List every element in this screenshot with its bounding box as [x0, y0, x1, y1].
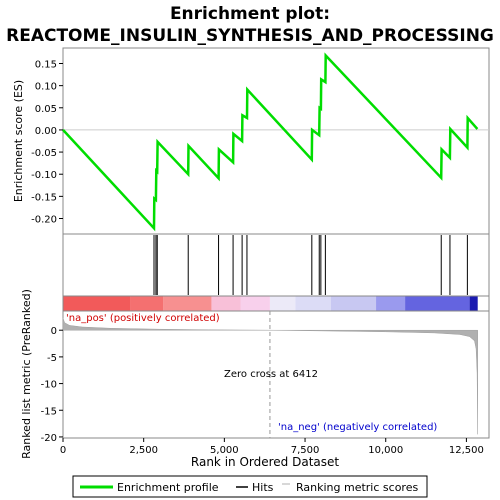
- xtick-label: 7,500: [291, 445, 320, 456]
- top-panel-frame: [62, 47, 490, 235]
- pos-label: 'na_pos' (positively correlated): [66, 313, 220, 324]
- legend-box: [72, 475, 428, 498]
- top-ytick-label: -0.20: [31, 215, 57, 226]
- plot-title-line2: REACTOME_INSULIN_SYNTHESIS_AND_PROCESSIN…: [6, 26, 494, 46]
- top-ylabel: Enrichment score (ES): [12, 80, 25, 202]
- color-bar-segment: [63, 296, 131, 311]
- color-bar-segment: [405, 296, 470, 311]
- top-ytick-label: 0.10: [35, 82, 57, 93]
- bottom-ytick-label: -20: [41, 433, 57, 444]
- xtick-label: 0: [60, 445, 66, 456]
- color-bar-segment: [130, 296, 164, 311]
- ranking-color-bar: [63, 296, 478, 311]
- color-bar-segment: [295, 296, 331, 311]
- top-ytick-label: -0.15: [31, 192, 57, 203]
- legend-label-ranking: Ranking metric scores: [296, 481, 418, 494]
- color-bar-segment: [240, 296, 270, 311]
- zero-cross-label: Zero cross at 6412: [224, 369, 318, 380]
- color-bar-segment: [376, 296, 406, 311]
- bottom-ytick-label: -15: [41, 406, 57, 417]
- hits-panel-frame: [62, 233, 490, 297]
- enrichment-score-panel: -0.20 -0.15 -0.10 -0.05 0.00 0.05 0.10 0.15 Enr…: [12, 47, 490, 235]
- plot-title-line1: Enrichment plot:: [170, 4, 330, 24]
- bottom-ytick-label: 0: [51, 326, 57, 337]
- top-ytick-label: 0.05: [35, 104, 57, 115]
- legend-label-enrichment: Enrichment profile: [117, 481, 219, 494]
- bottom-ytick-label: -5: [47, 353, 57, 364]
- ranking-metric-area: [62, 317, 478, 435]
- top-ytick-label: 0.00: [35, 126, 57, 137]
- x-axis-label: Rank in Ordered Dataset: [191, 455, 339, 469]
- xtick-label: 2,500: [129, 445, 158, 456]
- neg-label: 'na_neg' (negatively correlated): [278, 422, 437, 433]
- xtick-label: 5,000: [210, 445, 239, 456]
- color-bar-segment: [211, 296, 241, 311]
- color-bar-segment: [469, 296, 478, 311]
- color-bar-segment: [330, 296, 377, 311]
- legend: Enrichment profile Hits Ranking metric s…: [72, 475, 428, 498]
- bottom-ylabel: Ranked list metric (PreRanked): [20, 289, 33, 459]
- top-ytick-label: -0.10: [31, 170, 57, 181]
- enrichment-profile-line: [62, 52, 479, 232]
- hits-panel: [62, 233, 490, 297]
- bottom-ytick-label: -10: [41, 380, 57, 391]
- legend-label-hits: Hits: [252, 481, 274, 494]
- xtick-label: 12,500: [449, 445, 484, 456]
- top-ytick-label: -0.05: [31, 148, 57, 159]
- xtick-label: 10,000: [368, 445, 403, 456]
- color-bar-segment: [163, 296, 212, 311]
- ranked-metric-panel: 0 -5 -10 -15 -20 0 2,500 5,000 7,500 10,000 12,50…: [20, 289, 490, 469]
- top-ytick-label: 0.15: [35, 60, 57, 71]
- color-bar-segment: [269, 296, 296, 311]
